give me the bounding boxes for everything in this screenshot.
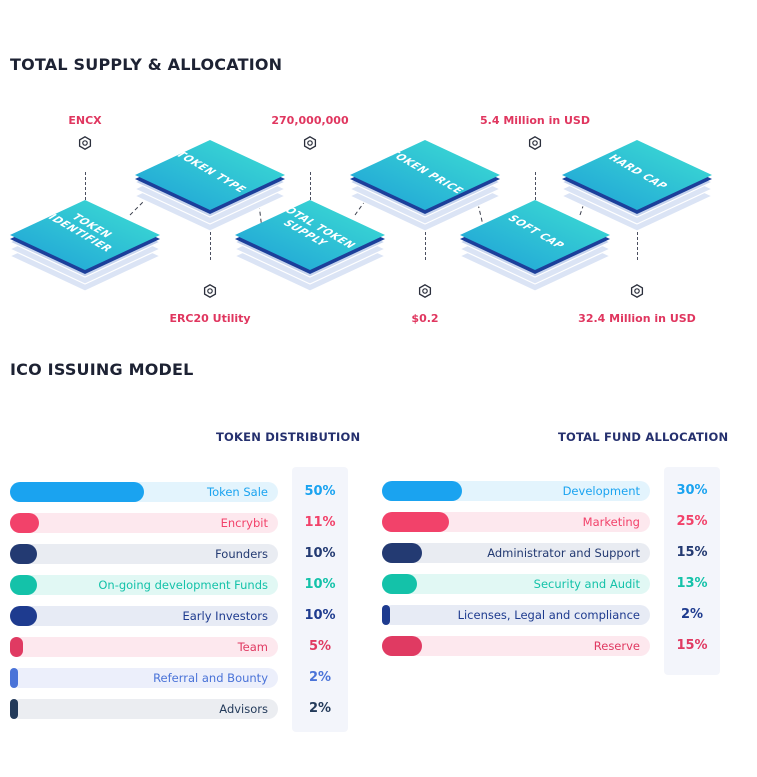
- callout-leader-token-type: [210, 217, 211, 260]
- progress-track: [382, 512, 650, 532]
- list-item: Licenses, Legal and compliance 2%: [382, 605, 715, 625]
- progress-track: [382, 574, 650, 594]
- row-percent: 2%: [308, 670, 332, 685]
- progress-fill: [10, 606, 37, 626]
- progress-fill: [10, 637, 24, 657]
- token-distribution-percent-column: [292, 467, 348, 732]
- list-item: Security and Audit 13%: [382, 574, 715, 594]
- block-total-token-supply: TOTAL TOKEN SUPPLY: [235, 160, 385, 310]
- row-label: On-going development Funds: [98, 578, 268, 592]
- row-percent: 2%: [308, 701, 332, 716]
- callout-leader-token-identifier: [85, 172, 86, 225]
- progress-fill: [382, 481, 463, 501]
- row-percent: 10%: [304, 577, 336, 592]
- supply-diagram: ENCX TOKEN IDENTIFIER ERC20 Utility TOKEN T…: [0, 100, 757, 330]
- list-item: Advisors 2%: [10, 699, 343, 719]
- list-item: Marketing 25%: [382, 512, 715, 532]
- list-item: Referral and Bounty 2%: [10, 668, 343, 688]
- row-label: Reserve: [593, 639, 640, 653]
- row-percent: 5%: [308, 639, 332, 654]
- block-token-price: TOKEN PRICE: [350, 100, 500, 250]
- supply-section-title: TOTAL SUPPLY & ALLOCATION: [10, 55, 283, 74]
- list-item: Founders 10%: [10, 544, 343, 564]
- progress-fill: [10, 544, 37, 564]
- list-item: Administrator and Support 15%: [382, 543, 715, 563]
- ico-section-title: ICO ISSUING MODEL: [10, 360, 194, 379]
- row-percent: 2%: [680, 607, 704, 622]
- block-token-type: TOKEN TYPE: [135, 100, 285, 250]
- callout-value-token-identifier: ENCX: [68, 114, 102, 127]
- callout-value-soft-cap: 5.4 Million in USD: [480, 114, 590, 127]
- callout-value-total-token-supply: 270,000,000: [271, 114, 349, 127]
- hexagon-node-icon: [418, 283, 432, 298]
- hexagon-node-icon: [203, 283, 217, 298]
- progress-track: [10, 699, 278, 719]
- progress-fill: [382, 543, 423, 563]
- progress-fill: [382, 605, 390, 625]
- progress-fill: [10, 513, 40, 533]
- token-distribution-heading: TOKEN DISTRIBUTION: [216, 430, 361, 444]
- block-soft-cap: SOFT CAP: [460, 160, 610, 310]
- list-item: Development 30%: [382, 481, 715, 501]
- row-label: Team: [237, 640, 268, 654]
- hexagon-node-icon: [528, 135, 542, 150]
- progress-fill: [382, 574, 417, 594]
- progress-fill: [382, 636, 423, 656]
- progress-fill: [10, 575, 37, 595]
- row-label: Advisors: [219, 702, 268, 716]
- fund-allocation-heading: TOTAL FUND ALLOCATION: [558, 430, 729, 444]
- hexagon-node-icon: [78, 135, 92, 150]
- progress-track: [10, 637, 278, 657]
- row-percent: 15%: [676, 545, 708, 560]
- progress-track: [382, 605, 650, 625]
- hexagon-node-icon: [303, 135, 317, 150]
- progress-fill: [10, 482, 144, 502]
- list-item: Encrybit 11%: [10, 513, 343, 533]
- row-percent: 10%: [304, 608, 336, 623]
- row-label: Licenses, Legal and compliance: [457, 608, 640, 622]
- list-item: Early Investors 10%: [10, 606, 343, 626]
- list-item: Reserve 15%: [382, 636, 715, 656]
- hexagon-node-icon: [630, 283, 644, 298]
- callout-leader-soft-cap: [535, 172, 536, 225]
- progress-fill: [382, 512, 449, 532]
- block-token-identifier: TOKEN IDENTIFIER: [10, 160, 160, 310]
- row-label: Early Investors: [182, 609, 268, 623]
- row-percent: 13%: [676, 576, 708, 591]
- row-label: Encrybit: [220, 516, 268, 530]
- row-percent: 25%: [676, 514, 708, 529]
- row-percent: 30%: [676, 483, 708, 498]
- row-label: Administrator and Support: [487, 546, 640, 560]
- progress-track: [10, 606, 278, 626]
- callout-value-token-type: ERC20 Utility: [169, 312, 251, 325]
- progress-fill: [10, 668, 18, 688]
- list-item: Token Sale 50%: [10, 482, 343, 502]
- row-label: Marketing: [582, 515, 640, 529]
- progress-track: [10, 513, 278, 533]
- progress-track: [382, 543, 650, 563]
- row-label: Referral and Bounty: [153, 671, 268, 685]
- row-percent: 15%: [676, 638, 708, 653]
- row-label: Development: [562, 484, 640, 498]
- row-percent: 10%: [304, 546, 336, 561]
- fund-allocation-percent-column: [664, 467, 720, 675]
- row-label: Token Sale: [207, 485, 268, 499]
- progress-track: [10, 544, 278, 564]
- progress-track: [382, 636, 650, 656]
- row-label: Founders: [215, 547, 268, 561]
- callout-value-token-price: $0.2: [411, 312, 439, 325]
- callout-leader-token-price: [425, 217, 426, 260]
- row-percent: 50%: [304, 484, 336, 499]
- callout-leader-hard-cap: [637, 217, 638, 260]
- row-label: Security and Audit: [533, 577, 640, 591]
- progress-fill: [10, 699, 18, 719]
- callout-leader-total-token-supply: [310, 172, 311, 225]
- block-hard-cap: HARD CAP: [562, 100, 712, 250]
- progress-track: [10, 668, 278, 688]
- list-item: Team 5%: [10, 637, 343, 657]
- list-item: On-going development Funds 10%: [10, 575, 343, 595]
- row-percent: 11%: [304, 515, 336, 530]
- callout-value-hard-cap: 32.4 Million in USD: [578, 312, 696, 325]
- progress-track: [10, 575, 278, 595]
